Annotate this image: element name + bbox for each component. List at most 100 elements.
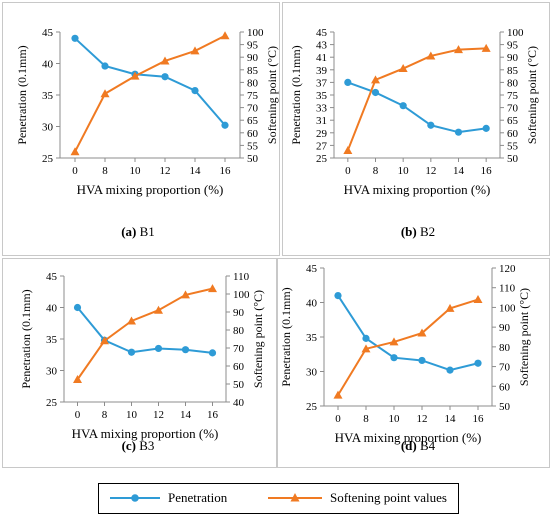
y-left-axis-label: Penetration (0.1mm)	[289, 45, 303, 144]
x-axis-label: HVA mixing proportion (%)	[72, 426, 219, 441]
y-right-tick-label: 50	[499, 401, 511, 413]
y-right-tick-label: 55	[507, 140, 519, 152]
softening-point-marker	[398, 64, 408, 73]
softening-point-marker	[154, 305, 163, 314]
y-right-tick-label: 60	[247, 128, 259, 140]
y-right-tick-label: 80	[507, 77, 519, 89]
y-left-tick-label: 39	[316, 65, 328, 77]
x-tick-label: 16	[220, 165, 232, 177]
softening-point-marker	[100, 89, 110, 98]
penetration-point	[73, 303, 82, 312]
y-left-tick-label: 45	[42, 27, 54, 39]
chart-panel-b3: 25 30 35 40 45 40 50 60 70 80 90 100 110 0 8 10 12 14 16 Pe…	[2, 258, 277, 468]
x-tick-label: 14	[453, 165, 465, 177]
y-right-tick-label: 65	[507, 115, 519, 127]
x-tick-label: 10	[130, 165, 142, 177]
y-left-tick-label: 35	[316, 90, 328, 102]
softening-point-marker	[361, 344, 371, 353]
y-left-tick-label: 35	[306, 332, 318, 344]
y-right-tick-label: 40	[233, 397, 245, 409]
y-left-tick-label: 35	[42, 90, 54, 102]
y-right-tick-label: 85	[507, 65, 519, 77]
legend-penetration-label: Penetration	[168, 490, 228, 505]
panel-caption-letter: (b)	[401, 224, 417, 239]
x-tick-label: 12	[153, 409, 164, 421]
legend: Penetration Softening point values	[98, 483, 459, 514]
y-left-tick-label: 30	[42, 122, 54, 134]
x-tick-label: 8	[373, 165, 379, 177]
y-right-axis-label: Softening point (°C)	[265, 46, 279, 144]
y-right-tick-label: 100	[507, 27, 524, 39]
x-tick-label: 10	[398, 165, 410, 177]
x-tick-label: 0	[335, 413, 341, 425]
penetration-point	[399, 102, 407, 110]
y-left-tick-label: 45	[306, 263, 318, 275]
penetration-point	[154, 344, 163, 353]
y-right-tick-label: 80	[499, 342, 511, 354]
softening-point-marker	[70, 147, 80, 156]
y-right-tick-label: 90	[507, 52, 519, 64]
panel-frame	[2, 2, 280, 256]
softening-point-marker	[127, 316, 136, 325]
y-right-tick-label: 60	[233, 361, 245, 373]
softening-point-marker	[445, 303, 455, 312]
x-tick-label: 0	[345, 165, 351, 177]
x-axis-label: HVA mixing proportion (%)	[77, 182, 224, 197]
penetration-point	[101, 62, 109, 70]
y-right-tick-label: 80	[233, 325, 245, 337]
y-left-tick-label: 43	[316, 40, 328, 52]
x-tick-label: 16	[207, 409, 219, 421]
y-right-tick-label: 100	[499, 302, 516, 314]
y-right-tick-label: 100	[247, 27, 264, 39]
legend-softening-label: Softening point values	[330, 490, 447, 505]
panel-caption-letter: (a)	[121, 224, 136, 239]
y-right-tick-label: 70	[507, 103, 519, 115]
y-right-tick-label: 85	[247, 65, 259, 77]
panel-caption-letter: (d)	[401, 438, 417, 453]
y-right-tick-label: 90	[247, 52, 259, 64]
y-right-tick-label: 100	[233, 289, 250, 301]
x-axis-label: HVA mixing proportion (%)	[335, 430, 482, 445]
y-left-tick-label: 40	[46, 303, 58, 315]
softening-point-line	[74, 34, 226, 153]
softening-point-marker	[481, 43, 491, 52]
softening-point-marker	[208, 284, 217, 293]
panel-caption-name: B1	[136, 224, 154, 239]
penetration-point	[221, 121, 229, 129]
penetration-line	[337, 295, 479, 372]
x-tick-label: 12	[425, 165, 436, 177]
x-tick-label: 14	[190, 165, 202, 177]
y-left-tick-label: 33	[316, 103, 328, 115]
penetration-point	[127, 348, 136, 356]
y-left-tick-label: 30	[306, 367, 318, 379]
y-right-tick-label: 70	[233, 343, 245, 355]
y-right-tick-label: 75	[247, 90, 259, 102]
penetration-point	[334, 292, 342, 300]
y-left-tick-label: 37	[316, 77, 328, 89]
penetration-point	[427, 121, 435, 129]
y-right-tick-label: 70	[247, 103, 259, 115]
penetration-line	[76, 306, 213, 354]
panel-caption: (d) B4	[401, 438, 436, 453]
y-left-tick-label: 41	[316, 52, 327, 64]
panel-caption: (c) B3	[122, 438, 155, 453]
panel-caption: (b) B2	[401, 224, 435, 239]
softening-point-marker	[73, 375, 82, 383]
y-right-tick-label: 90	[233, 307, 245, 319]
y-right-axis-label: Softening point (°C)	[517, 288, 531, 386]
x-tick-label: 12	[417, 413, 428, 425]
softening-point-marker	[473, 295, 483, 304]
panel-caption-name: B3	[136, 438, 154, 453]
x-tick-label: 10	[126, 409, 138, 421]
y-left-tick-label: 40	[306, 298, 318, 310]
y-left-tick-label: 25	[306, 401, 318, 413]
penetration-point	[454, 128, 463, 136]
y-left-tick-label: 30	[46, 366, 58, 378]
penetration-point	[482, 124, 490, 132]
panel-frame	[2, 258, 277, 468]
y-right-tick-label: 90	[499, 322, 511, 334]
y-left-tick-label: 31	[316, 115, 327, 127]
y-left-tick-label: 27	[316, 140, 328, 152]
y-right-tick-label: 60	[507, 128, 519, 140]
